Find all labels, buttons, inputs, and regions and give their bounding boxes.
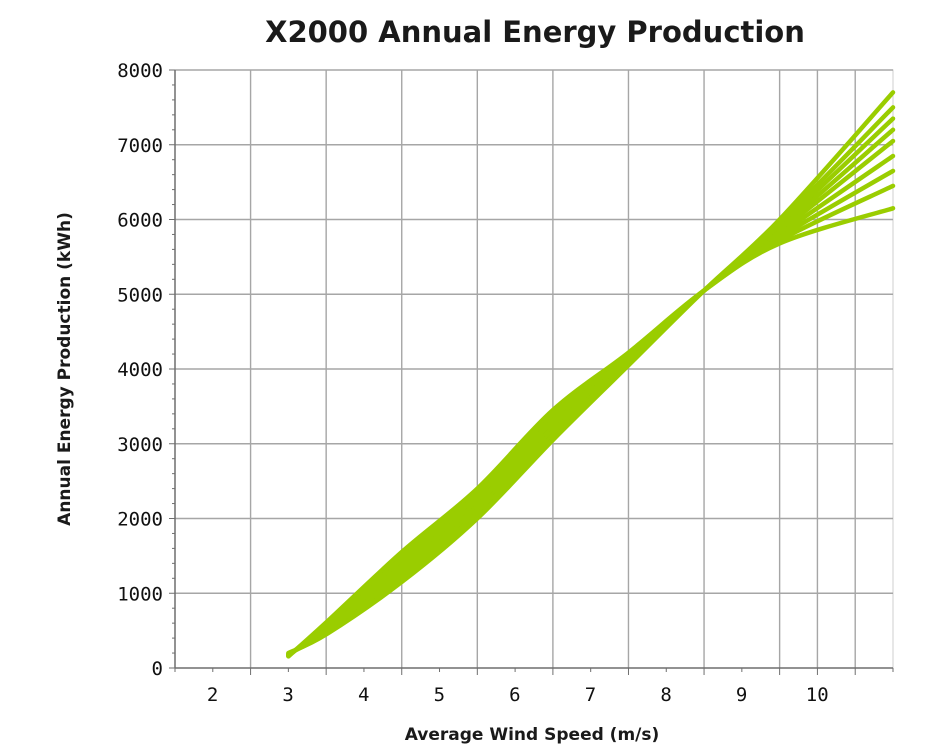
x-tick-label: 2 [207,684,218,706]
y-axis-title: Annual Energy Production (kWh) [55,212,75,526]
y-tick-label: 0 [152,658,163,680]
series-group [286,90,896,659]
y-tick-label: 1000 [117,583,163,605]
y-tick-label: 8000 [117,60,163,82]
x-axis-title: Average Wind Speed (m/s) [405,725,660,745]
y-tick-label: 6000 [117,210,163,232]
x-tick-label: 5 [434,684,445,706]
x-tick-label: 4 [358,684,369,706]
y-tick-label: 7000 [117,135,163,157]
y-tick-label: 2000 [117,509,163,531]
tick-labels: 0 1000 2000 3000 4000 5000 6000 7000 8000 2 3 4 5 6 7 8… [117,60,828,706]
x-tick-label: 10 [806,684,829,706]
x-tick-label: 6 [509,684,520,706]
y-tick-label: 4000 [117,359,163,381]
y-tick-label: 3000 [117,434,163,456]
y-tick-label: 5000 [117,284,163,306]
axes [169,69,894,675]
x-tick-label: 8 [660,684,671,706]
x-tick-label: 7 [585,684,596,706]
x-tick-label: 3 [282,684,293,706]
series-line-9 [286,206,896,659]
chart-title: X2000 Annual Energy Production [265,15,805,49]
x-tick-label: 9 [736,684,747,706]
